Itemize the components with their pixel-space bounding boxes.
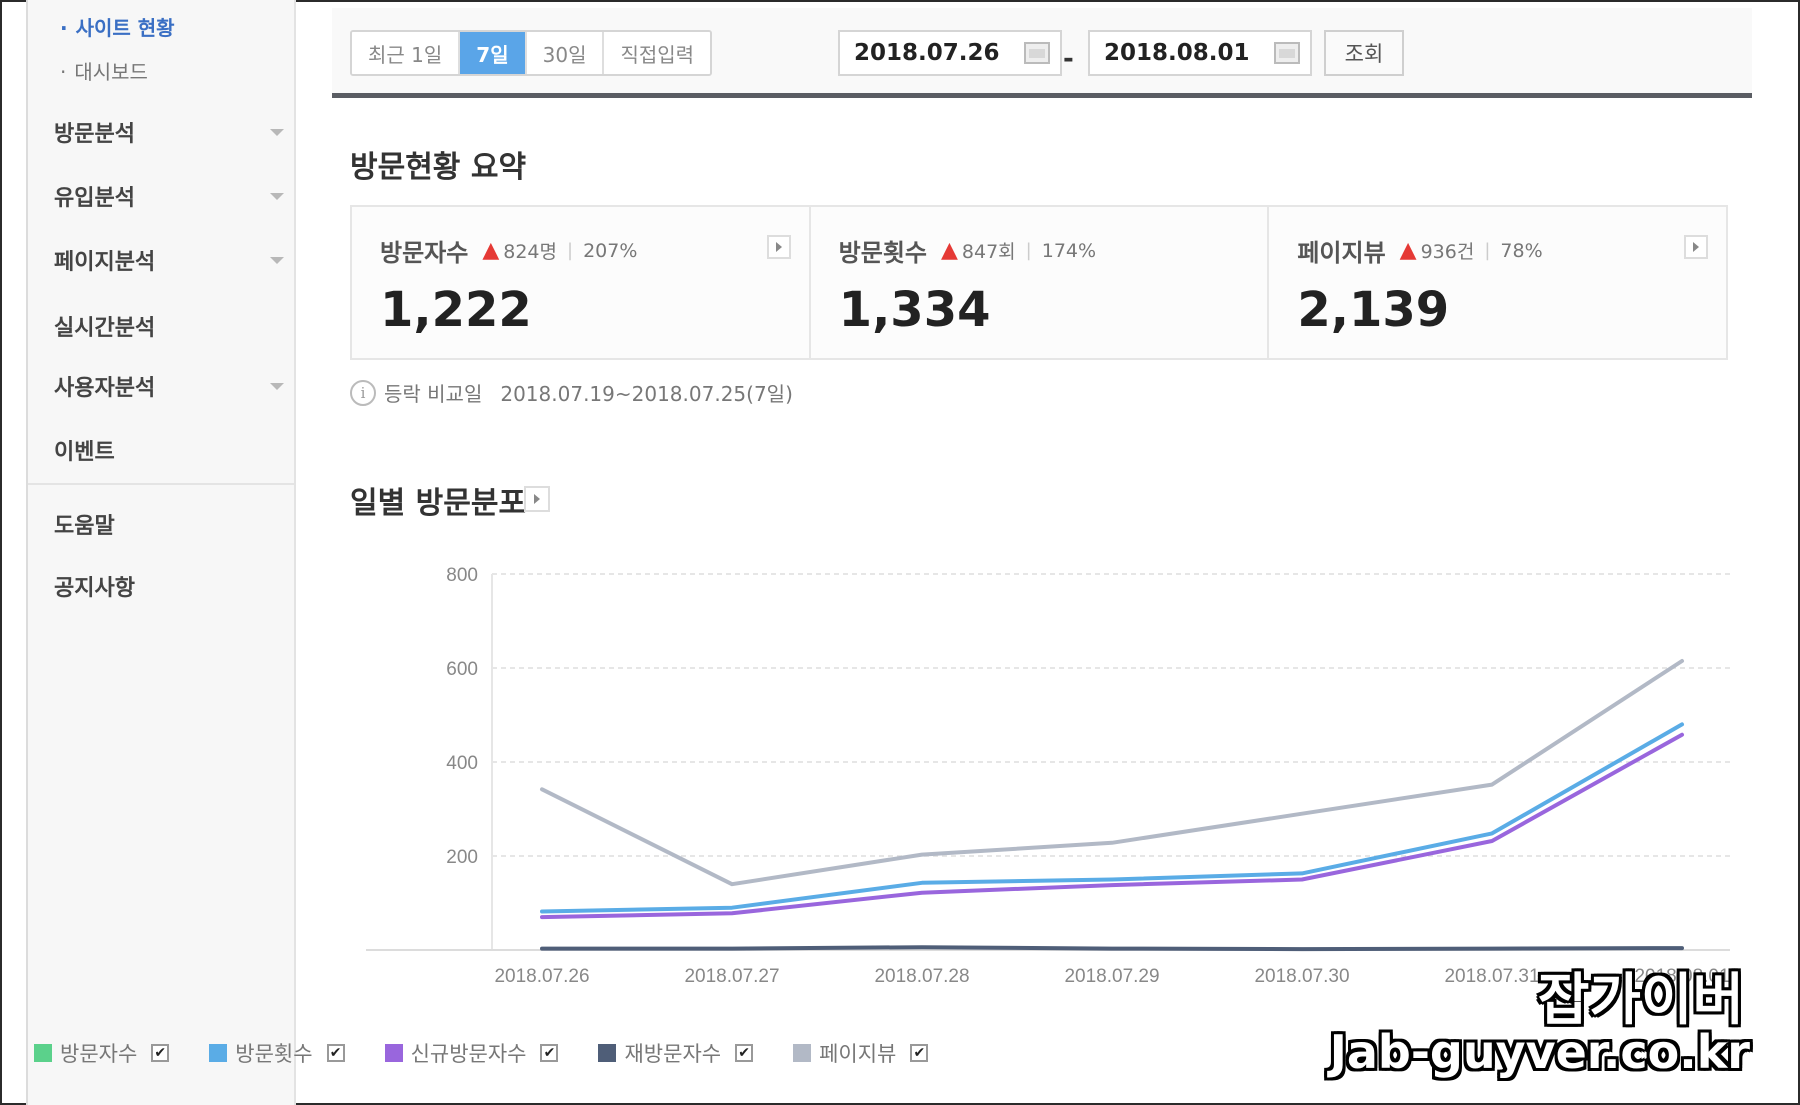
sidebar: · 사이트 현황 · 대시보드 방문분석 유입분석 페이지분석 실시간분석 사용자분… — [26, 0, 296, 1105]
sidebar-item-event[interactable]: 이벤트 — [54, 440, 115, 465]
comparison-label: 등락 비교일 — [384, 382, 483, 406]
info-icon: i — [350, 379, 376, 406]
divider: | — [1484, 240, 1491, 261]
range-button-30days[interactable]: 30일 — [526, 32, 605, 74]
chevron-down-icon — [270, 192, 284, 200]
legend-item-visits[interactable]: 방문횟수 ✔ — [209, 1038, 345, 1068]
sidebar-item-help[interactable]: 도움말 — [54, 514, 115, 539]
chevron-down-icon — [270, 382, 284, 390]
series-line — [540, 732, 1684, 920]
legend-item-pageviews[interactable]: 페이지뷰 ✔ — [793, 1038, 929, 1068]
sidebar-divider — [28, 483, 294, 485]
play-icon — [775, 242, 782, 252]
watermark-title: 잡가이버 — [1537, 968, 1744, 1033]
series-line — [540, 722, 1684, 914]
checkbox-checked-icon[interactable]: ✔ — [910, 1044, 929, 1062]
range-button-1day[interactable]: 최근 1일 — [352, 32, 461, 74]
more-button[interactable] — [766, 235, 791, 259]
bullet-icon: · — [60, 16, 68, 40]
date-toolbar: 최근 1일 7일 30일 직접입력 2018.07.26 - 2018.08.0… — [332, 8, 1752, 98]
chevron-down-icon — [270, 256, 284, 264]
arrow-up-icon: ▲ — [1399, 238, 1417, 263]
bullet-icon: · — [60, 60, 67, 84]
legend-item-returning-visitors[interactable]: 재방문자수 ✔ — [598, 1038, 754, 1068]
sidebar-item-realtime-analysis[interactable]: 실시간분석 — [54, 316, 156, 341]
play-icon — [1693, 242, 1700, 252]
chevron-down-icon — [270, 128, 284, 136]
card-value: 1,334 — [838, 282, 991, 338]
more-button[interactable] — [1684, 235, 1709, 259]
calendar-icon[interactable] — [1024, 42, 1050, 64]
legend-item-visitors[interactable]: 방문자수 ✔ — [34, 1038, 170, 1068]
card-delta: 824명 — [503, 241, 557, 263]
y-tick-label: 800 — [446, 565, 478, 586]
y-tick-label: 600 — [446, 659, 478, 680]
comparison-info: i 등락 비교일 2018.07.19~2018.07.25(7일) — [350, 378, 793, 407]
legend-swatch — [793, 1044, 812, 1062]
legend-swatch — [34, 1044, 52, 1062]
x-tick-label: 2018.07.30 — [1254, 966, 1349, 987]
checkbox-checked-icon[interactable]: ✔ — [735, 1044, 754, 1062]
range-button-7days[interactable]: 7일 — [460, 32, 527, 74]
summary-title: 방문현황 요약 — [350, 150, 527, 185]
card-percent: 78% — [1500, 239, 1543, 262]
divider: | — [1025, 240, 1032, 261]
summary-cards: 방문자수 ▲ 824명 | 207% 1,222 방문횟수 ▲ 847회 | 1… — [350, 205, 1728, 360]
sidebar-item-user-analysis[interactable]: 사용자분석 — [54, 366, 294, 406]
card-percent: 174% — [1041, 239, 1097, 262]
daily-more-button[interactable] — [524, 486, 550, 512]
date-from-field[interactable]: 2018.07.26 — [838, 30, 1062, 76]
date-separator: - — [1063, 44, 1074, 74]
legend-swatch — [384, 1044, 403, 1062]
series-line — [540, 659, 1684, 887]
daily-title: 일별 방문분포 — [350, 486, 527, 521]
summary-card-visitors: 방문자수 ▲ 824명 | 207% 1,222 — [352, 207, 811, 358]
x-tick-label: 2018.07.26 — [494, 966, 589, 987]
summary-card-visits: 방문횟수 ▲ 847회 | 174% 1,334 — [811, 207, 1270, 358]
x-tick-label: 2018.07.28 — [874, 966, 969, 987]
card-delta: 936건 — [1420, 241, 1475, 263]
divider: | — [567, 240, 574, 261]
summary-card-pageviews: 페이지뷰 ▲ 936건 | 78% 2,139 — [1269, 207, 1726, 358]
y-tick-label: 400 — [446, 753, 478, 774]
x-tick-label: 2018.08.01 — [1634, 966, 1729, 987]
card-value: 2,139 — [1297, 282, 1450, 338]
legend-item-new-visitors[interactable]: 신규방문자수 ✔ — [384, 1038, 559, 1068]
card-delta: 847회 — [961, 241, 1016, 263]
card-label: 페이지뷰 — [1297, 239, 1386, 267]
sidebar-subitem-dashboard[interactable]: · 대시보드 — [60, 60, 148, 84]
y-tick-label: 200 — [446, 847, 478, 868]
card-value: 1,222 — [380, 282, 532, 338]
comparison-period: 2018.07.19~2018.07.25(7일) — [500, 382, 793, 406]
sidebar-item-notice[interactable]: 공지사항 — [54, 576, 135, 601]
calendar-icon[interactable] — [1274, 42, 1300, 64]
checkbox-checked-icon[interactable]: ✔ — [540, 1044, 559, 1062]
arrow-up-icon: ▲ — [482, 238, 500, 263]
range-selector: 최근 1일 7일 30일 직접입력 — [350, 30, 713, 76]
play-icon — [534, 494, 540, 504]
checkbox-checked-icon[interactable]: ✔ — [326, 1044, 345, 1062]
date-to-field[interactable]: 2018.08.01 — [1088, 30, 1312, 76]
checkbox-checked-icon[interactable]: ✔ — [151, 1044, 170, 1062]
legend-swatch — [598, 1044, 617, 1062]
sidebar-item-inflow-analysis[interactable]: 유입분석 — [54, 176, 294, 216]
sidebar-item-visit-analysis[interactable]: 방문분석 — [54, 112, 294, 152]
watermark-url: Jab-guyver.co.kr — [1329, 1025, 1750, 1079]
sidebar-item-page-analysis[interactable]: 페이지분석 — [54, 240, 294, 280]
sidebar-subitem-site-status[interactable]: · 사이트 현황 — [60, 16, 175, 40]
search-button[interactable]: 조회 — [1324, 30, 1404, 76]
card-label: 방문자수 — [380, 239, 469, 267]
card-percent: 207% — [583, 239, 638, 262]
arrow-up-icon: ▲ — [941, 238, 958, 263]
legend-swatch — [209, 1044, 228, 1062]
x-tick-label: 2018.07.31 — [1444, 966, 1539, 987]
x-tick-label: 2018.07.27 — [684, 966, 779, 987]
range-button-custom[interactable]: 직접입력 — [604, 32, 711, 74]
chart-legend: 방문자수 ✔ 방문횟수 ✔ 신규방문자수 ✔ 재방문자수 ✔ 페이지뷰 ✔ — [34, 1038, 968, 1068]
card-label: 방문횟수 — [838, 239, 927, 267]
series-line — [540, 945, 1684, 952]
x-tick-label: 2018.07.29 — [1064, 966, 1159, 987]
